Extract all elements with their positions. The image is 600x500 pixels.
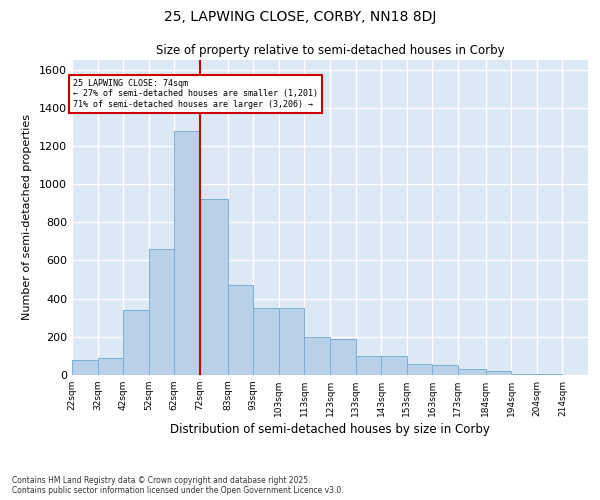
Bar [537, 374, 562, 375]
Bar [72, 360, 98, 375]
Bar [330, 338, 356, 375]
Y-axis label: Number of semi-detached properties: Number of semi-detached properties [22, 114, 32, 320]
Text: 25, LAPWING CLOSE, CORBY, NN18 8DJ: 25, LAPWING CLOSE, CORBY, NN18 8DJ [164, 10, 436, 24]
Bar [174, 130, 200, 375]
Bar [511, 374, 537, 375]
Bar [228, 286, 253, 375]
Bar [123, 310, 149, 375]
Bar [200, 200, 228, 375]
Bar [98, 358, 123, 375]
Bar [279, 308, 304, 375]
Title: Size of property relative to semi-detached houses in Corby: Size of property relative to semi-detach… [155, 44, 505, 58]
X-axis label: Distribution of semi-detached houses by size in Corby: Distribution of semi-detached houses by … [170, 423, 490, 436]
Bar [304, 337, 330, 375]
Bar [458, 370, 486, 375]
Bar [486, 371, 511, 375]
Text: Contains HM Land Registry data © Crown copyright and database right 2025.
Contai: Contains HM Land Registry data © Crown c… [12, 476, 344, 495]
Bar [149, 249, 174, 375]
Text: 25 LAPWING CLOSE: 74sqm
← 27% of semi-detached houses are smaller (1,201)
71% of: 25 LAPWING CLOSE: 74sqm ← 27% of semi-de… [73, 79, 318, 109]
Bar [356, 356, 381, 375]
Bar [253, 308, 279, 375]
Bar [381, 356, 407, 375]
Bar [432, 366, 458, 375]
Bar [407, 364, 432, 375]
